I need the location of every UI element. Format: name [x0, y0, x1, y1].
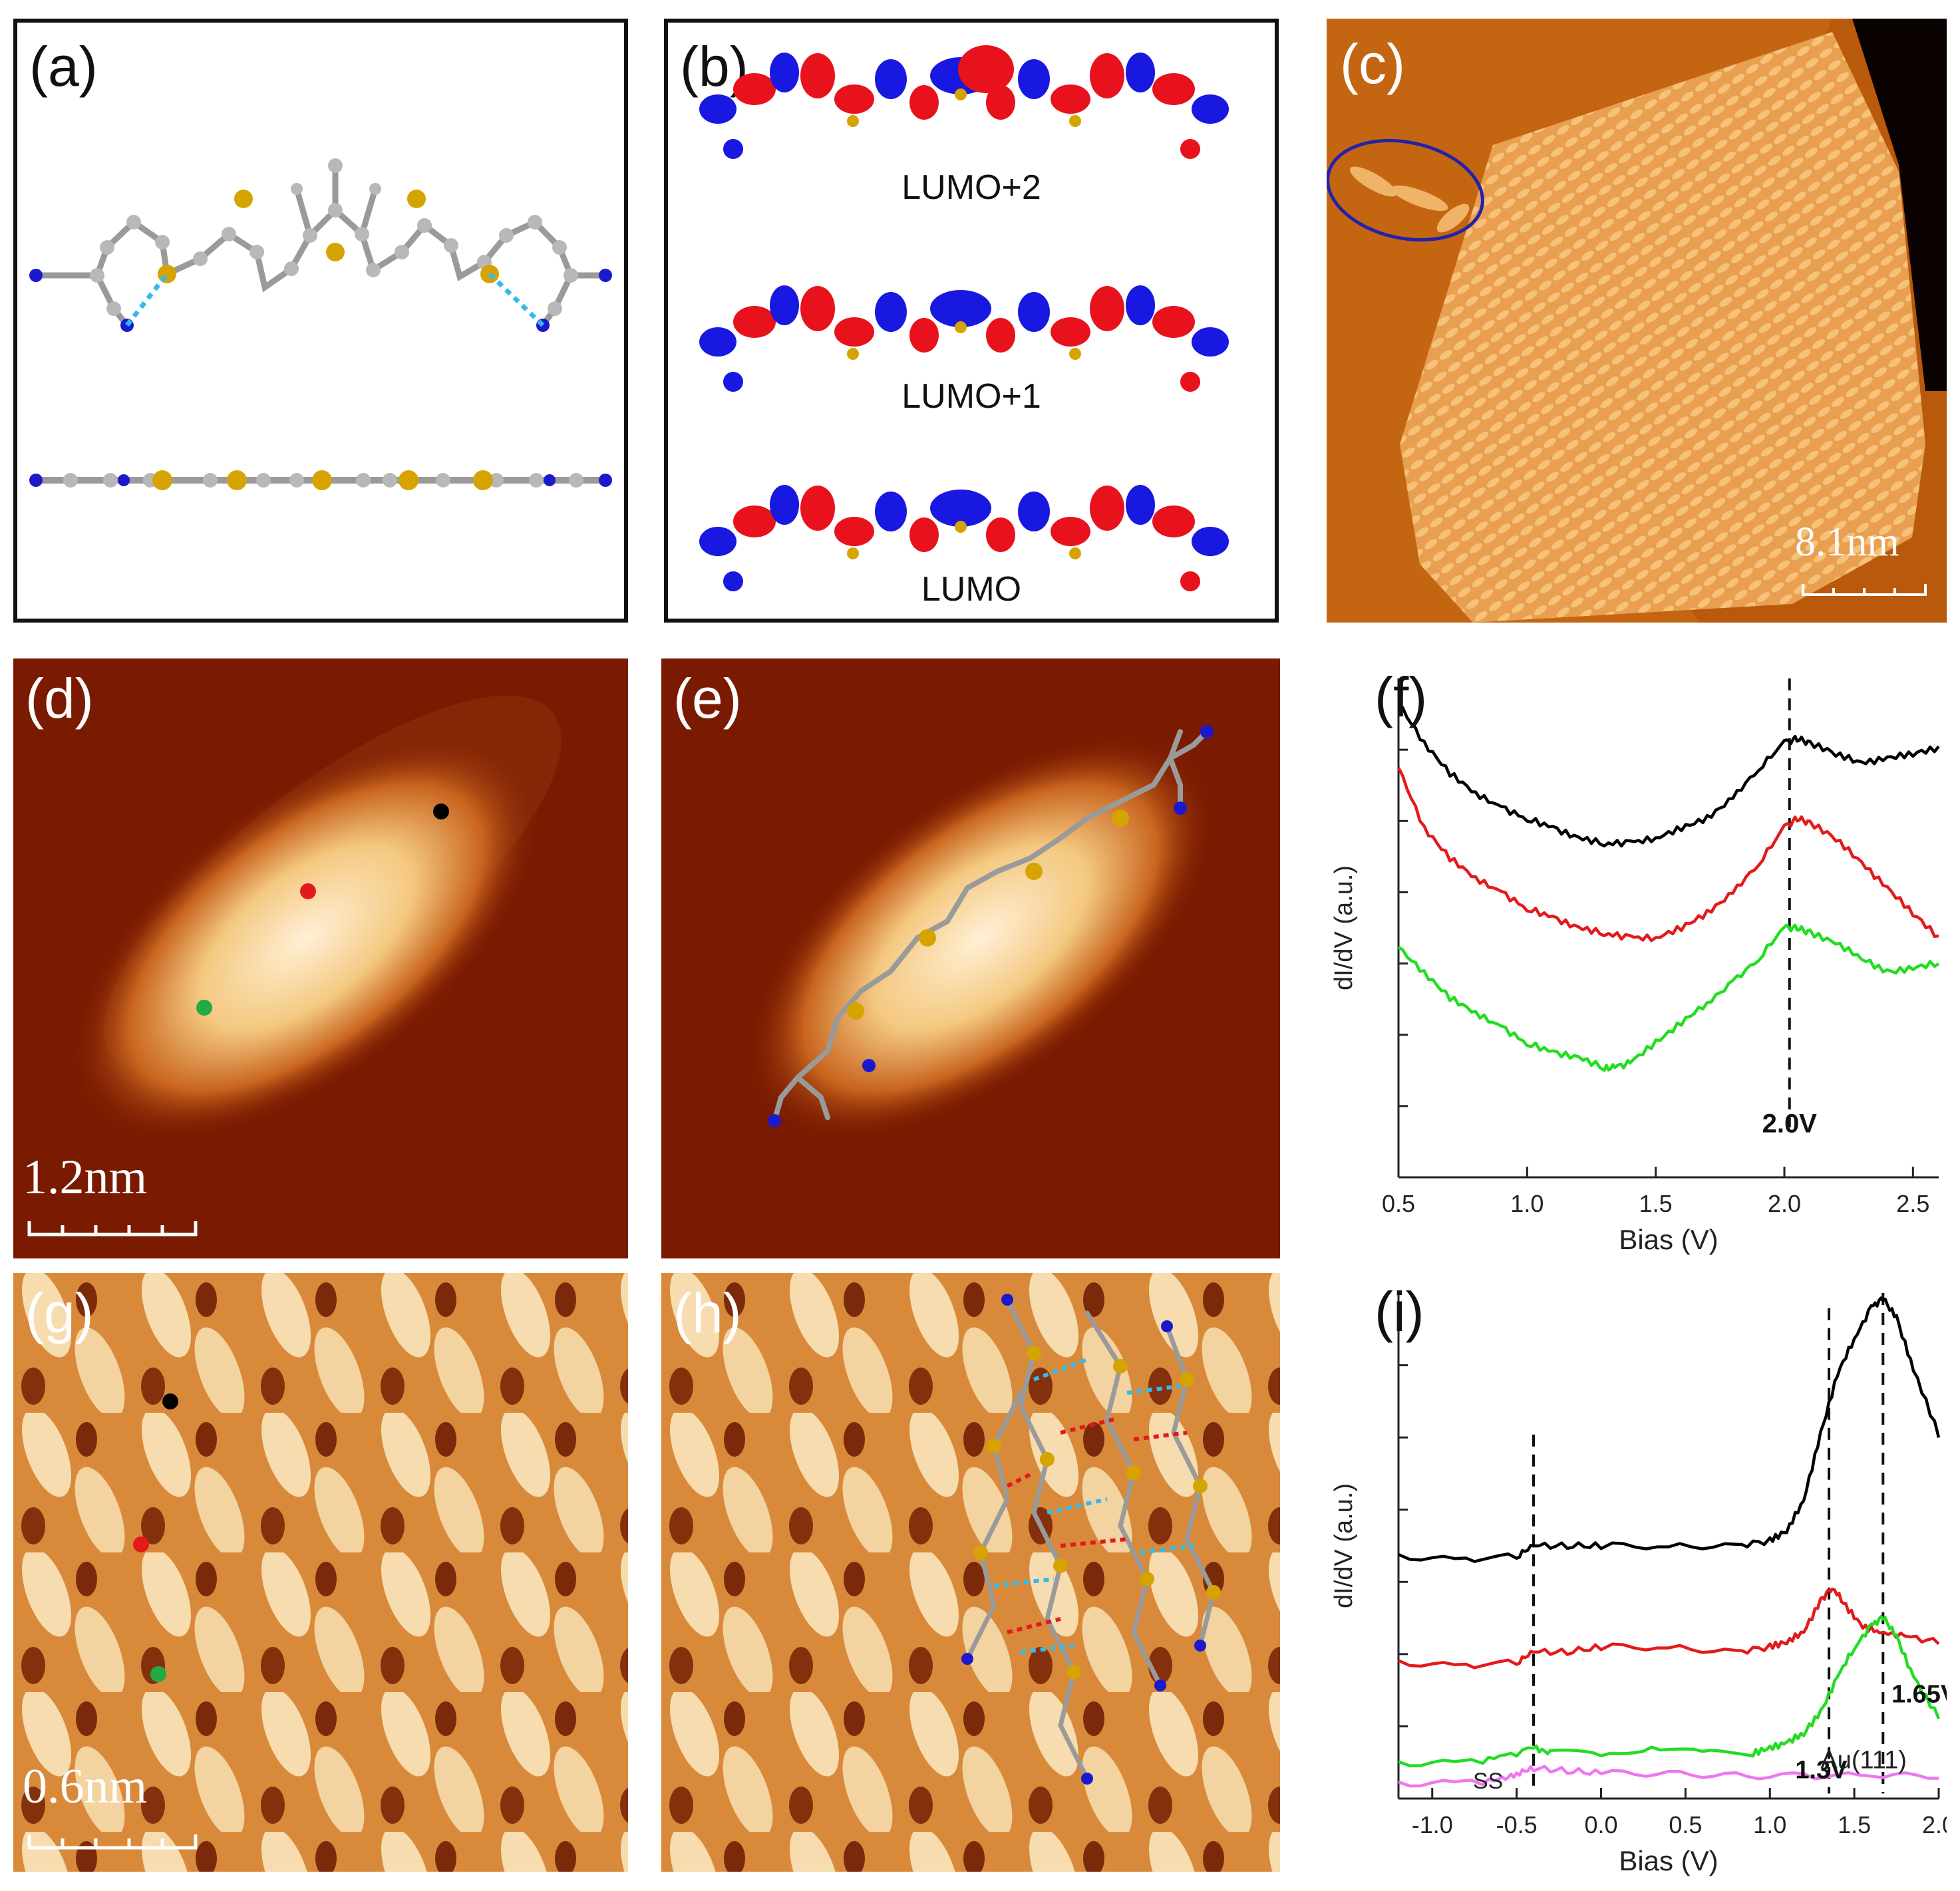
x-tick-label: 0.0: [1584, 1811, 1617, 1838]
series-line-red: [1398, 1587, 1940, 1670]
x-tick-label: 0.5: [1669, 1811, 1702, 1838]
x-tick-label: -1.0: [1412, 1811, 1453, 1838]
x-tick-label: 1.0: [1753, 1811, 1786, 1838]
scale-bar-d: [27, 1221, 198, 1236]
panel-label-e: (e): [673, 667, 742, 730]
annotation-1-65v: 1.65V: [1891, 1681, 1947, 1709]
stm-image-with-model: [661, 658, 1280, 1258]
stm-image-assembly: [13, 1273, 628, 1872]
panel-d: (d) 1.2nm: [13, 658, 628, 1258]
scale-bar-label-d: 1.2nm: [23, 1150, 148, 1205]
series-line-black: [1397, 702, 1940, 848]
panel-g: (g) 0.6nm: [13, 1273, 628, 1872]
series-line-green: [1397, 923, 1940, 1072]
x-tick-label: 1.0: [1510, 1190, 1544, 1217]
panel-label-c: (c): [1340, 33, 1405, 95]
orbital-label-lumo: LUMO: [921, 570, 1022, 609]
panel-c: (c) 8.1nm: [1327, 19, 1947, 623]
panel-a: (a): [13, 19, 628, 623]
orbital-label-lumo-plus-2: LUMO+2: [901, 168, 1041, 207]
series-line-black: [1398, 1296, 1941, 1563]
didv-chart-f: 0.5 1.0 1.5 2.0 2.5 Bias (V) dI/dV (a.u.) 2.0V: [1330, 678, 1940, 1255]
panel-f: 0.5 1.0 1.5 2.0 2.5 Bias (V) dI/dV (a.u.) 2.0V …: [1327, 658, 1947, 1258]
didv-chart-i: -1.0 -0.5 0.0 0.5 1.0 1.5 2.0 Bias (V) dI/dV (a.…: [1330, 1293, 1947, 1876]
y-axis-label: dI/dV (a.u.): [1330, 1483, 1358, 1608]
x-tick-label: 1.5: [1639, 1190, 1673, 1217]
scale-bar-g: [27, 1834, 198, 1850]
panel-label-a: (a): [29, 35, 98, 98]
series-line-au111: [1398, 1765, 1939, 1788]
x-axis-label: Bias (V): [1619, 1224, 1718, 1255]
stm-image-large-scale: [1327, 19, 1947, 623]
x-tick-label: -0.5: [1496, 1811, 1538, 1838]
series-line-green: [1398, 1614, 1941, 1767]
y-axis-label: dI/dV (a.u.): [1330, 865, 1358, 990]
panel-label-d: (d): [25, 667, 94, 730]
panel-label-g: (g): [25, 1282, 94, 1344]
scale-bar-label-g: 0.6nm: [23, 1759, 148, 1814]
x-tick-label: 2.0: [1922, 1811, 1947, 1838]
panel-e: (e): [661, 658, 1280, 1258]
x-axis-label: Bias (V): [1619, 1845, 1718, 1876]
scale-bar-c: [1802, 584, 1927, 596]
molecule-structure-top-view: [29, 158, 612, 490]
series-line-red: [1396, 767, 1939, 943]
panel-label-h: (h): [673, 1282, 742, 1344]
annotation-ss: SS: [1473, 1769, 1503, 1794]
stm-image-assembly-with-model: [661, 1273, 1280, 1872]
orbital-label-lumo-plus-1: LUMO+1: [901, 377, 1041, 416]
scale-bar-label-c: 8.1nm: [1795, 519, 1899, 565]
x-tick-label: 0.5: [1382, 1190, 1415, 1217]
x-tick-label: 1.5: [1838, 1811, 1871, 1838]
x-tick-label: 2.0: [1768, 1190, 1801, 1217]
legend-au111: Au(111): [1820, 1746, 1907, 1774]
panel-label-f: (f): [1375, 666, 1428, 728]
panel-label-i: (i): [1375, 1280, 1424, 1343]
stm-image-single-molecule: [13, 658, 628, 1258]
x-tick-label: 2.5: [1896, 1190, 1929, 1217]
orbital-diagrams: [699, 45, 1229, 591]
annotation-2-0v: 2.0V: [1762, 1109, 1818, 1139]
panel-i: -1.0 -0.5 0.0 0.5 1.0 1.5 2.0 Bias (V) dI/dV (a.…: [1327, 1273, 1947, 1885]
panel-h: (h): [661, 1273, 1280, 1872]
panel-b: (b): [664, 19, 1279, 623]
annotation-1-3v: 1.3V: [1795, 1757, 1848, 1785]
